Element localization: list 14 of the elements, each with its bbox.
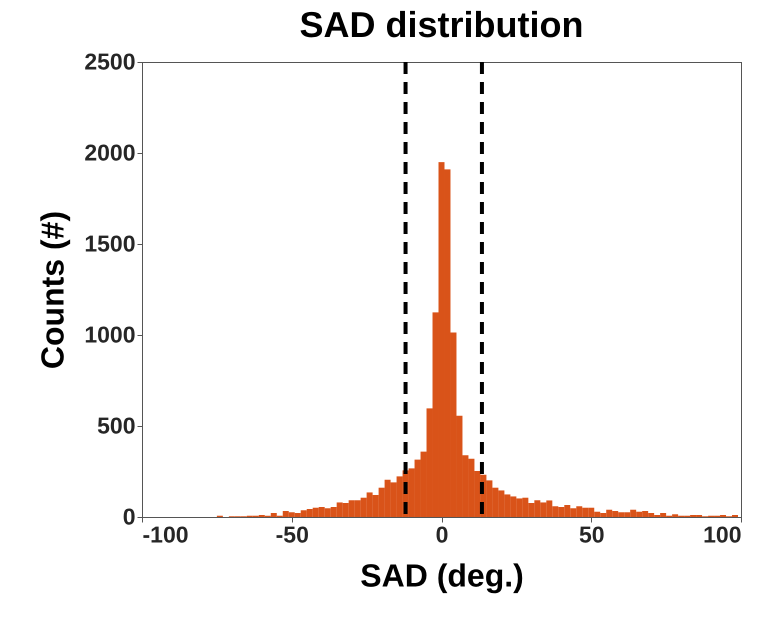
x-tick-label: 50 [578, 522, 605, 548]
y-tick-label: 1000 [84, 322, 136, 348]
x-axis-title: SAD (deg.) [360, 558, 524, 594]
y-axis-title: Counts (#) [34, 210, 70, 370]
x-tick-label: 100 [703, 522, 742, 548]
y-tick-label: 500 [97, 412, 136, 438]
y-tick-label: 2000 [84, 140, 136, 166]
x-tick-label: 0 [436, 522, 448, 548]
y-tick-label: 0 [122, 504, 136, 530]
y-tick-label: 1500 [84, 230, 136, 256]
y-tick-label: 2500 [84, 48, 136, 74]
x-tick-label: -100 [142, 522, 189, 548]
chart-title: SAD distribution [300, 4, 584, 45]
x-tick-label: -50 [276, 522, 309, 548]
